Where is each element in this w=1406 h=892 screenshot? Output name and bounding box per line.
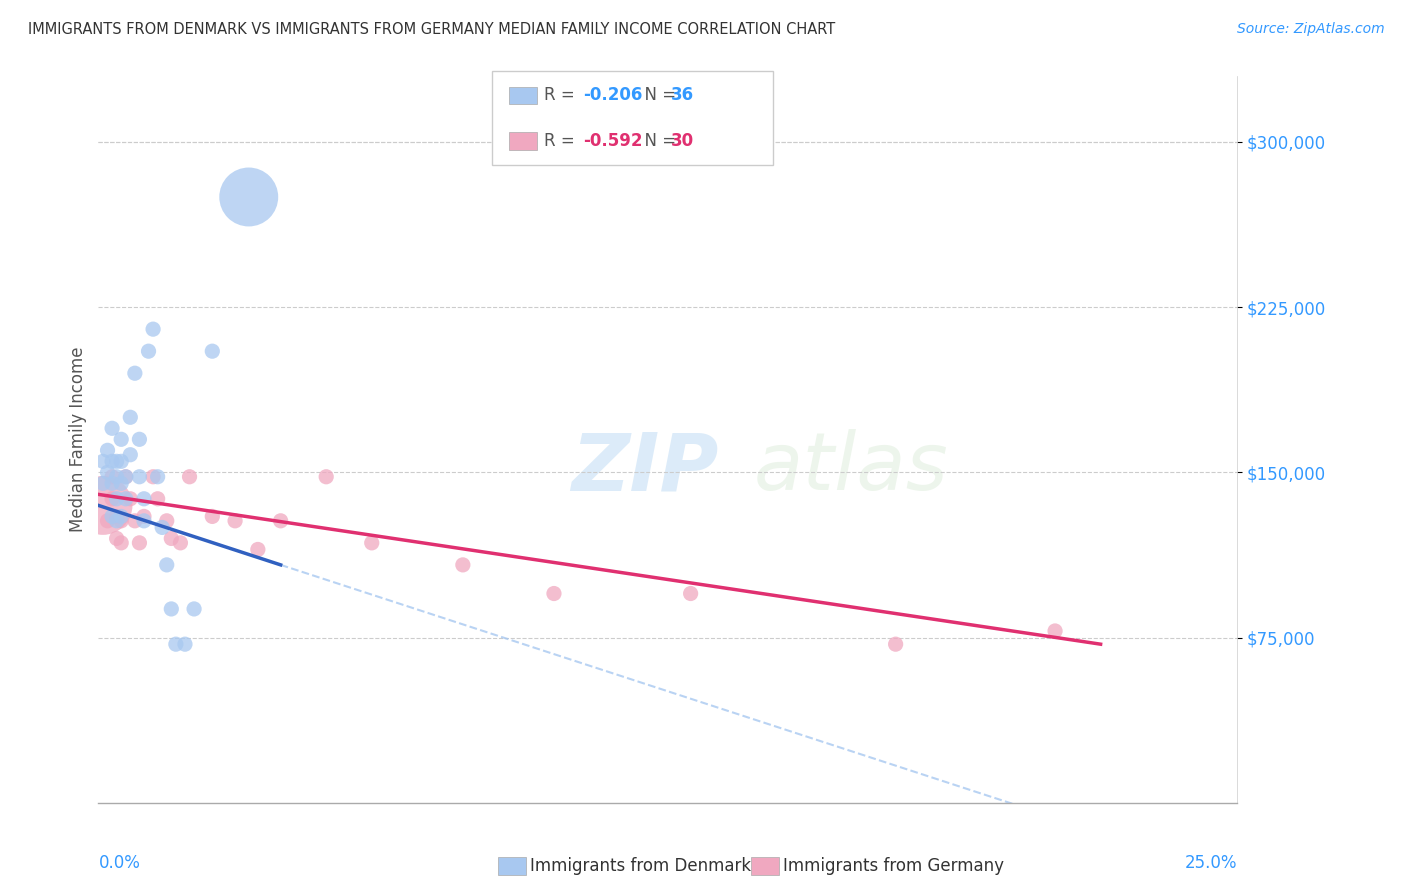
Point	[114, 469, 136, 483]
Point	[884, 637, 907, 651]
Point	[270, 514, 292, 528]
Point	[105, 509, 128, 524]
Point	[128, 469, 150, 483]
Point	[105, 454, 128, 468]
Text: 36: 36	[671, 87, 693, 104]
Point	[201, 509, 224, 524]
Point	[110, 536, 132, 550]
Point	[1043, 624, 1066, 638]
Point	[110, 476, 132, 491]
Point	[101, 509, 124, 524]
Point	[110, 454, 132, 468]
Point	[169, 536, 191, 550]
Text: R =: R =	[544, 87, 581, 104]
Point	[160, 532, 183, 546]
Point	[101, 491, 124, 506]
Point	[160, 602, 183, 616]
Point	[315, 469, 337, 483]
Point	[142, 469, 165, 483]
Point	[96, 443, 118, 458]
Point	[120, 448, 142, 462]
Point	[165, 637, 187, 651]
Text: R =: R =	[544, 132, 581, 150]
Point	[91, 476, 114, 491]
Point	[110, 514, 132, 528]
Point	[451, 558, 474, 572]
Point	[128, 536, 150, 550]
Point	[128, 432, 150, 446]
Point	[238, 190, 260, 204]
Point	[132, 509, 155, 524]
Point	[101, 421, 124, 435]
Point	[138, 344, 160, 359]
Text: N =: N =	[634, 132, 682, 150]
Point	[114, 491, 136, 506]
Text: 0.0%: 0.0%	[98, 854, 141, 871]
Point	[101, 469, 124, 483]
Point	[146, 469, 169, 483]
Point	[101, 454, 124, 468]
Text: Immigrants from Denmark: Immigrants from Denmark	[530, 857, 751, 875]
Point	[91, 499, 114, 513]
Point	[110, 509, 132, 524]
Point	[120, 491, 142, 506]
Point	[142, 322, 165, 336]
Text: Immigrants from Germany: Immigrants from Germany	[783, 857, 1004, 875]
Text: N =: N =	[634, 87, 682, 104]
Point	[101, 476, 124, 491]
Text: atlas: atlas	[754, 429, 948, 508]
Point	[124, 366, 146, 380]
Point	[679, 586, 702, 600]
Text: ZIP: ZIP	[571, 429, 718, 508]
Point	[96, 466, 118, 480]
Point	[96, 514, 118, 528]
Point	[183, 602, 205, 616]
Text: -0.206: -0.206	[583, 87, 643, 104]
Text: -0.592: -0.592	[583, 132, 643, 150]
Point	[114, 469, 136, 483]
Point	[179, 469, 201, 483]
Point	[124, 514, 146, 528]
Text: Source: ZipAtlas.com: Source: ZipAtlas.com	[1237, 22, 1385, 37]
Point	[110, 432, 132, 446]
Point	[91, 454, 114, 468]
Point	[150, 520, 173, 534]
Point	[105, 469, 128, 483]
Point	[105, 532, 128, 546]
Point	[174, 637, 197, 651]
Point	[132, 491, 155, 506]
Point	[156, 514, 179, 528]
Point	[105, 514, 128, 528]
Point	[201, 344, 224, 359]
Point	[156, 558, 179, 572]
Text: 30: 30	[671, 132, 693, 150]
Text: 25.0%: 25.0%	[1185, 854, 1237, 871]
Point	[224, 514, 246, 528]
Point	[105, 491, 128, 506]
Text: IMMIGRANTS FROM DENMARK VS IMMIGRANTS FROM GERMANY MEDIAN FAMILY INCOME CORRELAT: IMMIGRANTS FROM DENMARK VS IMMIGRANTS FR…	[28, 22, 835, 37]
Point	[246, 542, 269, 557]
Point	[120, 410, 142, 425]
Point	[146, 491, 169, 506]
Point	[132, 514, 155, 528]
Point	[543, 586, 565, 600]
Y-axis label: Median Family Income: Median Family Income	[69, 347, 87, 532]
Point	[360, 536, 382, 550]
